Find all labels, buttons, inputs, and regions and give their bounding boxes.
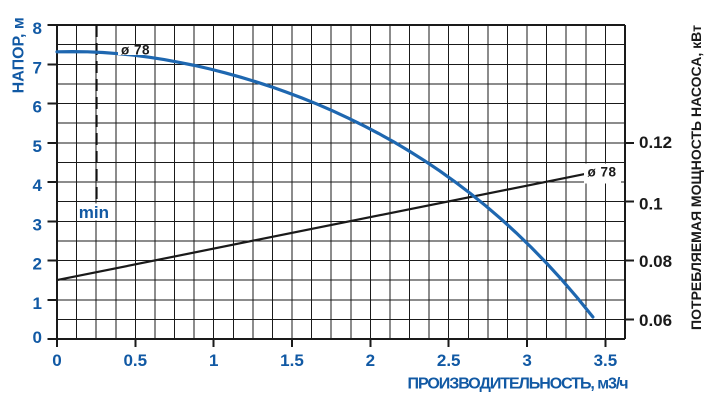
svg-text:ПРОИЗВОДИТЕЛЬНОСТЬ, м3/ч: ПРОИЗВОДИТЕЛЬНОСТЬ, м3/ч [408,376,629,393]
svg-text:0.06: 0.06 [639,311,672,330]
svg-text:0.12: 0.12 [639,133,672,152]
svg-text:3: 3 [522,351,531,370]
svg-text:НАПОР, м: НАПОР, м [11,17,28,93]
svg-text:8: 8 [33,19,42,38]
svg-text:3: 3 [33,215,42,234]
svg-text:ПОТРЕБЛЯЕМАЯ МОЩНОСТЬ НАСОСА,: ПОТРЕБЛЯЕМАЯ МОЩНОСТЬ НАСОСА, кВт [688,25,704,330]
svg-text:5: 5 [33,137,42,156]
svg-text:1.5: 1.5 [280,351,304,370]
svg-text:2: 2 [366,351,375,370]
svg-text:0.5: 0.5 [123,351,147,370]
svg-text:2.5: 2.5 [437,351,461,370]
svg-text:2: 2 [33,255,42,274]
svg-text:0.08: 0.08 [639,252,672,271]
svg-text:6: 6 [33,98,42,117]
svg-text:0.1: 0.1 [639,195,663,214]
svg-text:min: min [79,203,109,222]
svg-text:4: 4 [33,176,43,195]
svg-text:ø 78: ø 78 [587,165,616,180]
svg-text:1: 1 [33,294,42,313]
svg-text:ø 78: ø 78 [121,43,150,58]
svg-text:7: 7 [33,58,42,77]
svg-text:0: 0 [52,351,61,370]
svg-text:0: 0 [33,328,42,347]
svg-text:1: 1 [209,351,218,370]
svg-text:3.5: 3.5 [594,351,618,370]
